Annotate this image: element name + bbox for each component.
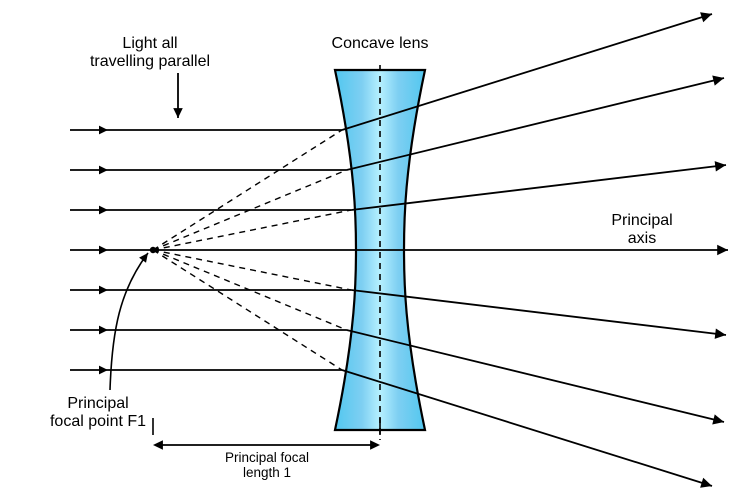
label-focal-point: Principal	[67, 395, 128, 412]
label-light-parallel-2: travelling parallel	[90, 53, 210, 70]
label-light-parallel: Light all	[122, 35, 177, 52]
label-concave-lens: Concave lens	[332, 35, 429, 52]
label-focal-length: Principal focal	[225, 450, 309, 465]
label-focal-point-2: focal point F1	[50, 413, 146, 430]
label-focal-length-2: length 1	[243, 465, 291, 480]
label-principal-axis-2: axis	[628, 230, 656, 247]
focal-point	[150, 247, 156, 253]
label-principal-axis: Principal	[611, 212, 672, 229]
